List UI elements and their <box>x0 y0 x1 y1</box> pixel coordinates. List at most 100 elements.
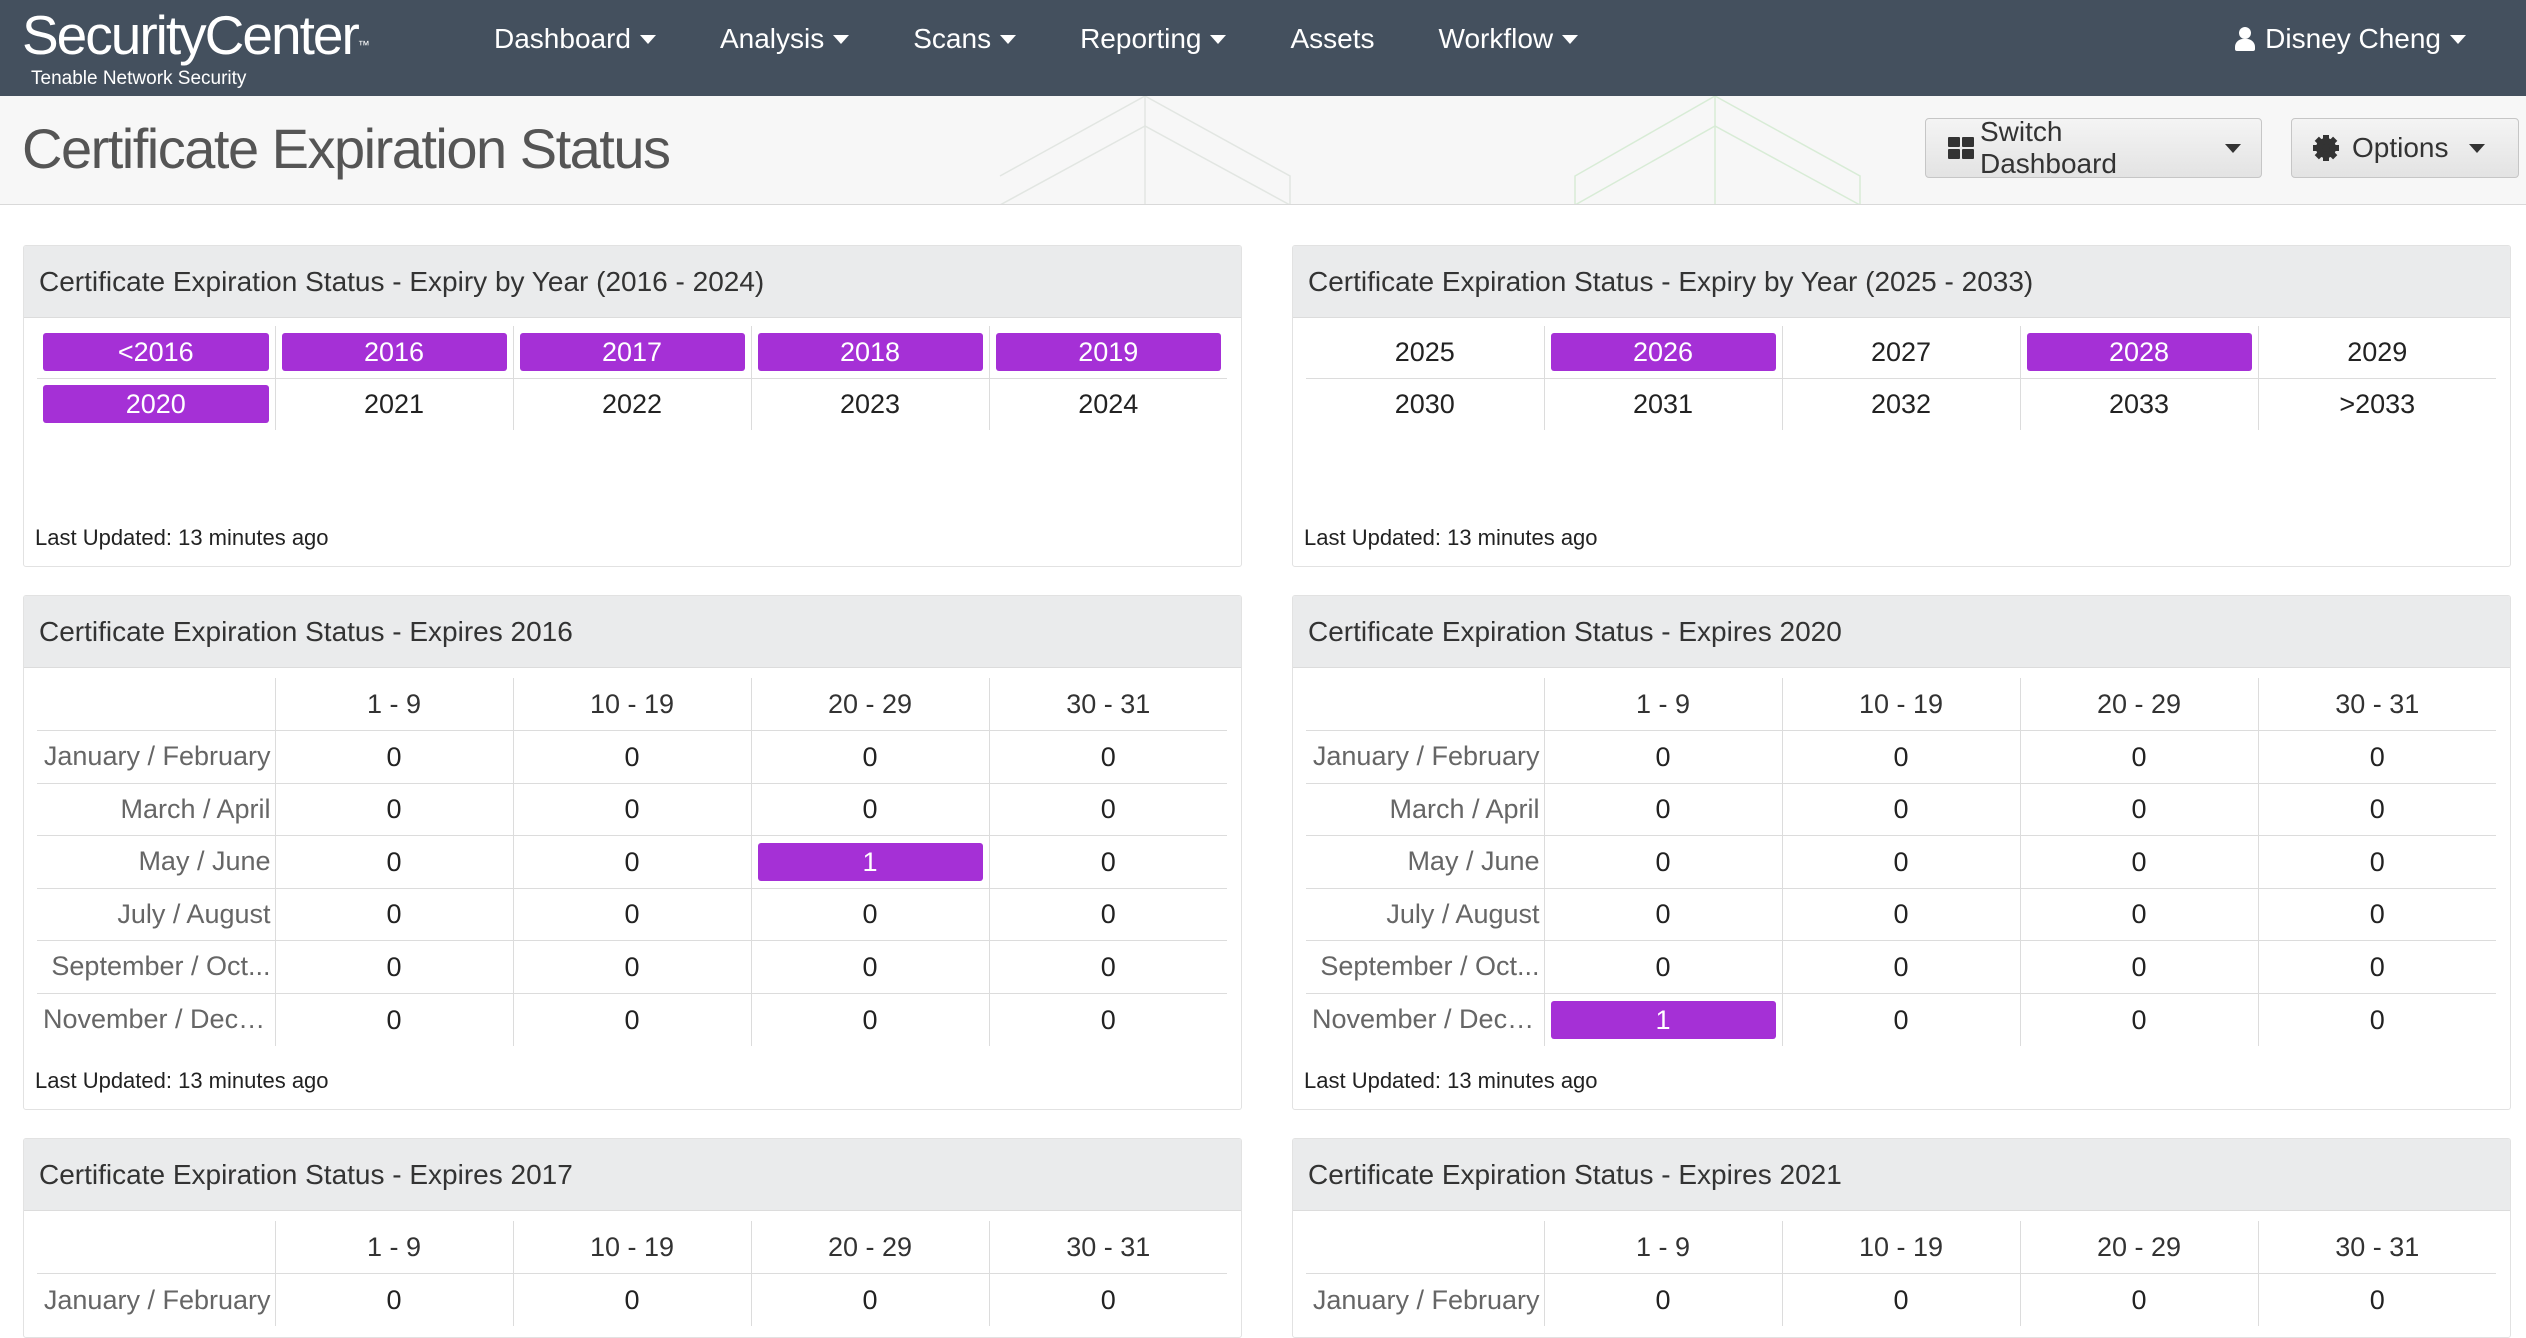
count-cell[interactable]: 0 <box>275 940 514 994</box>
year-cell[interactable]: 2022 <box>513 378 752 430</box>
count-cell[interactable]: 0 <box>275 1273 514 1326</box>
year-cell[interactable]: 2020 <box>37 378 276 430</box>
count-cell[interactable]: 0 <box>2020 888 2259 941</box>
count-cell[interactable]: 0 <box>2258 730 2496 784</box>
count-cell[interactable]: 0 <box>2020 993 2259 1046</box>
year-cell[interactable]: 2016 <box>275 326 514 379</box>
year-cell[interactable]: 2018 <box>751 326 990 379</box>
page-header: Certificate Expiration Status Switch Das… <box>0 96 2526 205</box>
nav-analysis[interactable]: Analysis <box>720 23 850 55</box>
count-cell[interactable]: 0 <box>513 888 752 941</box>
year-cell[interactable]: 2030 <box>1306 378 1545 430</box>
table-row: July / August 0 0 0 0 <box>1306 888 2496 941</box>
count-cell[interactable]: 0 <box>513 940 752 994</box>
count-cell[interactable]: 0 <box>1782 783 2021 836</box>
year-cell[interactable]: 2033 <box>2020 378 2259 430</box>
panel-title[interactable]: Certificate Expiration Status - Expires … <box>1293 596 2510 668</box>
count-cell[interactable]: 0 <box>989 783 1227 836</box>
count-cell[interactable]: 0 <box>1544 835 1783 889</box>
row-label: January / February <box>1306 730 1545 784</box>
count-cell[interactable]: 0 <box>989 730 1227 784</box>
count-cell[interactable]: 1 <box>751 835 990 889</box>
count-cell[interactable]: 0 <box>751 783 990 836</box>
table-row: January / February 0 0 0 0 <box>1306 1273 2496 1327</box>
count-cell[interactable]: 0 <box>1782 940 2021 994</box>
count-cell[interactable]: 0 <box>275 730 514 784</box>
panel-title[interactable]: Certificate Expiration Status - Expiry b… <box>24 246 1241 318</box>
count-cell[interactable]: 0 <box>2020 1273 2259 1326</box>
nav-scans[interactable]: Scans <box>913 23 1017 55</box>
count-cell[interactable]: 0 <box>751 888 990 941</box>
year-cell[interactable]: 2029 <box>2258 326 2496 379</box>
switch-dashboard-label: Switch Dashboard <box>1980 116 2117 179</box>
panel-title[interactable]: Certificate Expiration Status - Expires … <box>24 596 1241 668</box>
count-cell[interactable]: 0 <box>513 730 752 784</box>
count-cell[interactable]: 0 <box>2258 783 2496 836</box>
count-cell[interactable]: 0 <box>2258 993 2496 1046</box>
count-cell[interactable]: 0 <box>989 888 1227 941</box>
panel-title[interactable]: Certificate Expiration Status - Expires … <box>1293 1139 2510 1211</box>
count-cell[interactable]: 0 <box>1782 993 2021 1046</box>
count-cell[interactable]: 0 <box>513 1273 752 1326</box>
year-cell[interactable]: >2033 <box>2258 378 2496 430</box>
panel-title[interactable]: Certificate Expiration Status - Expiry b… <box>1293 246 2510 318</box>
table-row: November / Dece... 0 0 0 0 <box>37 993 1227 1046</box>
count-cell[interactable]: 0 <box>751 993 990 1046</box>
panel-title[interactable]: Certificate Expiration Status - Expires … <box>24 1139 1241 1211</box>
year-cell[interactable]: 2024 <box>989 378 1227 430</box>
year-cell[interactable]: 2032 <box>1782 378 2021 430</box>
count-cell[interactable]: 0 <box>989 993 1227 1046</box>
nav-reporting[interactable]: Reporting <box>1080 23 1227 55</box>
nav-workflow[interactable]: Workflow <box>1439 23 1579 55</box>
count-cell[interactable]: 0 <box>513 993 752 1046</box>
year-cell[interactable]: 2021 <box>275 378 514 430</box>
nav-assets[interactable]: Assets <box>1290 23 1374 55</box>
count-cell[interactable]: 0 <box>513 835 752 889</box>
year-cell[interactable]: 2023 <box>751 378 990 430</box>
count-cell[interactable]: 0 <box>1544 730 1783 784</box>
count-cell[interactable]: 0 <box>751 940 990 994</box>
count-cell[interactable]: 0 <box>1782 835 2021 889</box>
count-cell[interactable]: 0 <box>1544 1273 1783 1326</box>
nav-dashboard[interactable]: Dashboard <box>494 23 656 55</box>
count-cell[interactable]: 0 <box>1782 1273 2021 1326</box>
count-cell[interactable]: 0 <box>275 783 514 836</box>
year-cell[interactable]: 2028 <box>2020 326 2259 379</box>
count-cell[interactable]: 0 <box>513 783 752 836</box>
count-cell[interactable]: 0 <box>751 730 990 784</box>
count-cell[interactable]: 0 <box>2020 835 2259 889</box>
count-cell[interactable]: 0 <box>989 1274 1227 1327</box>
count-cell[interactable]: 0 <box>1782 888 2021 941</box>
count-cell[interactable]: 0 <box>2258 940 2496 994</box>
year-cell[interactable]: 2017 <box>513 326 752 379</box>
user-menu[interactable]: Disney Cheng <box>2234 0 2466 78</box>
year-cell[interactable]: 2026 <box>1544 326 1783 379</box>
count-cell[interactable]: 0 <box>1544 940 1783 994</box>
count-cell[interactable]: 0 <box>2020 940 2259 994</box>
count-cell[interactable]: 0 <box>2258 1274 2496 1327</box>
count-cell[interactable]: 0 <box>989 835 1227 889</box>
count-cell[interactable]: 0 <box>989 940 1227 994</box>
count-cell[interactable]: 0 <box>2258 888 2496 941</box>
count-cell[interactable]: 1 <box>1544 993 1783 1046</box>
year-cell[interactable]: 2027 <box>1782 326 2021 379</box>
count-cell[interactable]: 0 <box>1782 730 2021 784</box>
count-cell[interactable]: 0 <box>275 835 514 889</box>
year-cell[interactable]: 2031 <box>1544 378 1783 430</box>
count-cell[interactable]: 0 <box>1544 888 1783 941</box>
switch-dashboard-button[interactable]: Switch Dashboard <box>1925 116 2262 179</box>
count-cell[interactable]: 0 <box>751 1273 990 1326</box>
count-cell[interactable]: 0 <box>2020 730 2259 784</box>
options-button[interactable]: Options <box>2291 118 2519 178</box>
year-cell[interactable]: 2025 <box>1306 326 1545 379</box>
row-label: July / August <box>1306 888 1545 941</box>
count-cell[interactable]: 0 <box>275 993 514 1046</box>
column-header: 10 - 19 <box>1782 1221 2021 1274</box>
count-cell[interactable]: 0 <box>275 888 514 941</box>
count-cell[interactable]: 0 <box>1544 783 1783 836</box>
year-cell[interactable]: <2016 <box>37 326 276 379</box>
year-cell[interactable]: 2019 <box>989 326 1227 379</box>
brand-logo[interactable]: SecurityCenter™ Tenable Network Security <box>22 4 370 90</box>
count-cell[interactable]: 0 <box>2258 835 2496 889</box>
count-cell[interactable]: 0 <box>2020 783 2259 836</box>
